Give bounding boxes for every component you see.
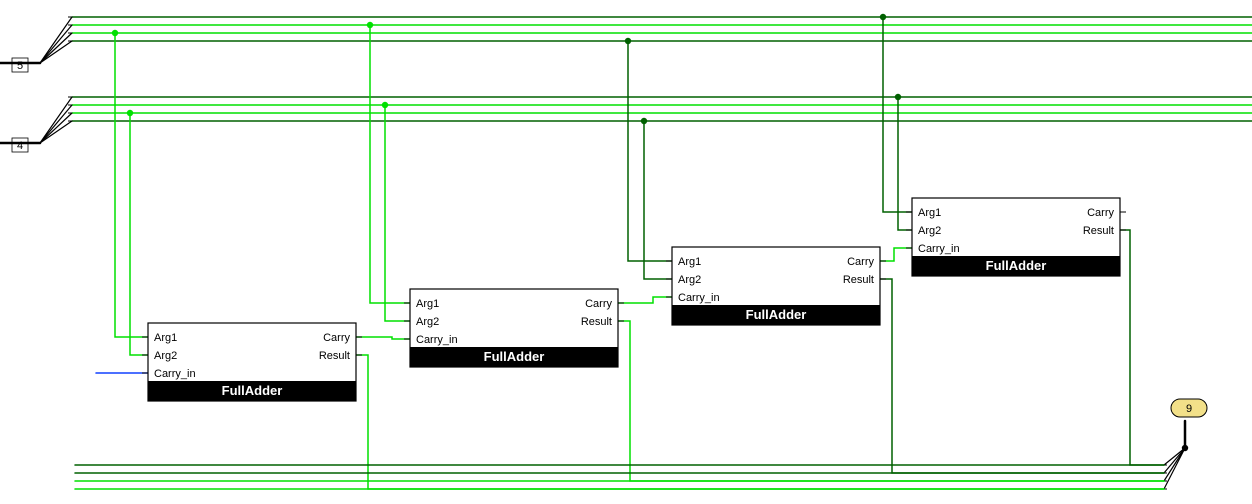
- junction-dot: [625, 38, 631, 44]
- pin-label-left: Arg2: [416, 316, 439, 328]
- pin-label-left: Carry_in: [154, 368, 196, 380]
- pin-label-left: Arg2: [918, 225, 941, 237]
- pin-label-right: Result: [1083, 225, 1114, 237]
- fulladder-block: FullAdder Arg1 Arg2 Carry_in Carry Result: [666, 247, 886, 325]
- pin-label-right: Carry: [323, 332, 350, 344]
- pin-label-right: Carry: [847, 256, 874, 268]
- junction-dot: [895, 94, 901, 100]
- pin-label-right: Result: [319, 350, 350, 362]
- block-title: FullAdder: [746, 307, 807, 322]
- pin-label-left: Arg1: [154, 332, 177, 344]
- pin-label-left: Arg2: [678, 274, 701, 286]
- pin-label-right: Result: [581, 316, 612, 328]
- pin-label-left: Arg2: [154, 350, 177, 362]
- junction-dot: [127, 110, 133, 116]
- junction-dot: [112, 30, 118, 36]
- pin-label-left: Arg1: [918, 207, 941, 219]
- block-title: FullAdder: [222, 383, 283, 398]
- circuit-canvas: 549FullAdderArg1Arg2Carry_inCarryResultF…: [0, 0, 1252, 504]
- junction-dot: [641, 118, 647, 124]
- junction-dot: [367, 22, 373, 28]
- pin-label-right: Carry: [1087, 207, 1114, 219]
- junction-dot: [382, 102, 388, 108]
- fulladder-block: FullAdder Arg1 Arg2 Carry_in Carry Result: [142, 323, 362, 401]
- pin-label-left: Carry_in: [918, 243, 960, 255]
- fulladder-block: FullAdder Arg1 Arg2 Carry_in Carry Result: [404, 289, 624, 367]
- pin-label-left: Arg1: [416, 298, 439, 310]
- block-title: FullAdder: [484, 349, 545, 364]
- junction-dot: [880, 14, 886, 20]
- fulladder-block: FullAdder Arg1 Arg2 Carry_in Carry Result: [906, 198, 1126, 276]
- pin-label-left: Carry_in: [416, 334, 458, 346]
- pin-label-left: Carry_in: [678, 292, 720, 304]
- junction-dot: [1182, 445, 1188, 451]
- pin-label-right: Result: [843, 274, 874, 286]
- pin-label-left: Arg1: [678, 256, 701, 268]
- probe-label: 9: [1186, 403, 1192, 415]
- block-title: FullAdder: [986, 258, 1047, 273]
- pin-label-right: Carry: [585, 298, 612, 310]
